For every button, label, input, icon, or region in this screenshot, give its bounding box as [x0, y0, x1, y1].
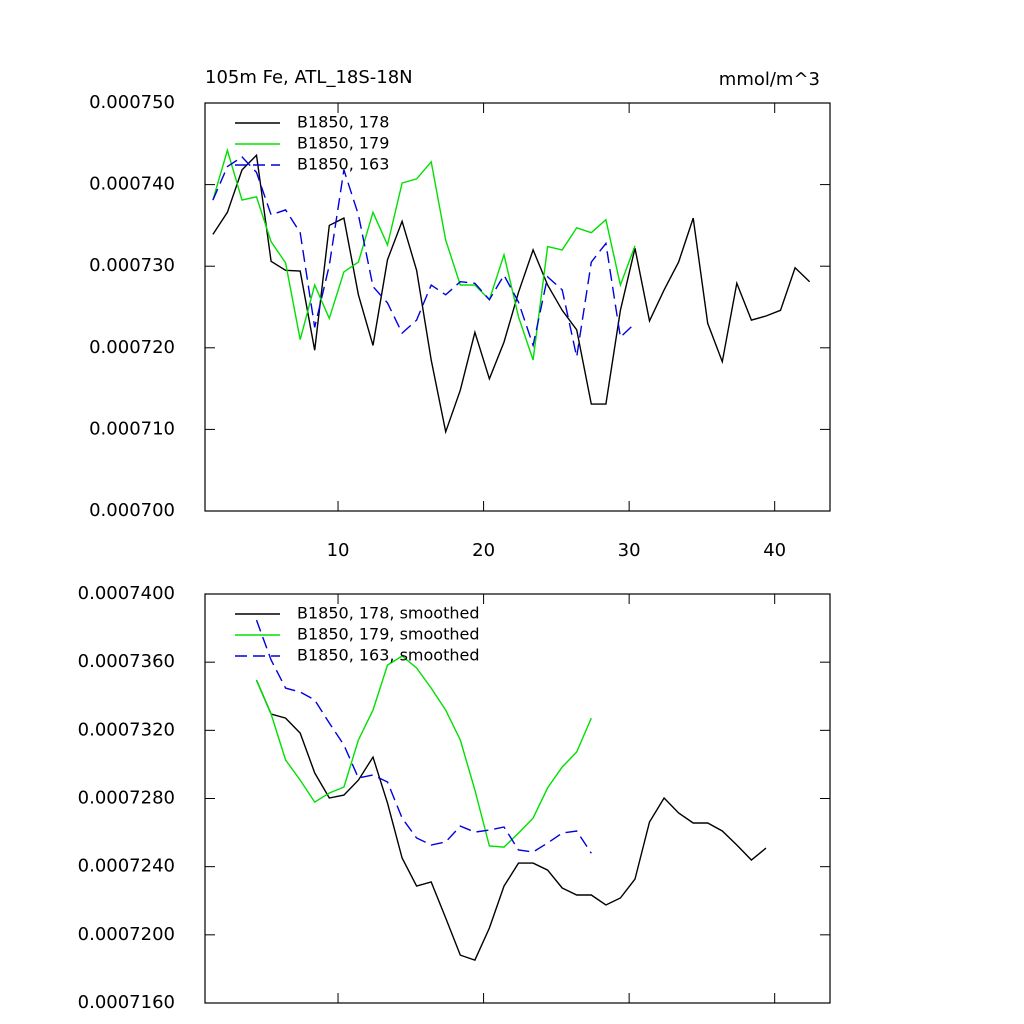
x-tick-label: 20 — [472, 540, 495, 561]
plot-frame — [204, 102, 831, 512]
x-tick-label: 30 — [618, 540, 641, 561]
y-tick-label: 0.000720 — [89, 337, 175, 358]
y-tick-label: 0.0007400 — [78, 583, 175, 604]
data-line — [212, 147, 636, 361]
units-label: mmol/m^3 — [719, 69, 820, 90]
y-tick-label: 0.000710 — [89, 418, 175, 439]
legend-label: B1850, 179 — [297, 134, 389, 153]
y-tick-label: 0.000740 — [89, 174, 175, 195]
x-tick-label: 10 — [327, 540, 350, 561]
y-tick-label: 0.0007240 — [78, 856, 175, 877]
data-line — [212, 153, 811, 435]
y-tick-label: 0.000730 — [89, 255, 175, 276]
y-tick-label: 0.0007280 — [78, 788, 175, 809]
data-line — [255, 619, 592, 854]
y-tick-label: 0.000750 — [89, 92, 175, 113]
legend-label: B1850, 163, smoothed — [297, 646, 480, 665]
y-tick-label: 0.0007360 — [78, 651, 175, 672]
y-tick-label: 0.0007320 — [78, 719, 175, 740]
data-line — [212, 155, 636, 357]
y-tick-label: 0.0007200 — [78, 924, 175, 945]
data-line — [255, 655, 592, 848]
legend-label: B1850, 179, smoothed — [297, 625, 480, 644]
y-tick-label: 0.0007160 — [78, 992, 175, 1013]
y-tick-label: 0.000700 — [89, 500, 175, 521]
legend-label: B1850, 178, smoothed — [297, 604, 480, 623]
legend-label: B1850, 163 — [297, 155, 389, 174]
x-tick-label: 40 — [763, 540, 786, 561]
legend-label: B1850, 178 — [297, 113, 389, 132]
data-line — [255, 679, 767, 961]
chart-title: 105m Fe, ATL_18S-18N — [205, 67, 413, 88]
